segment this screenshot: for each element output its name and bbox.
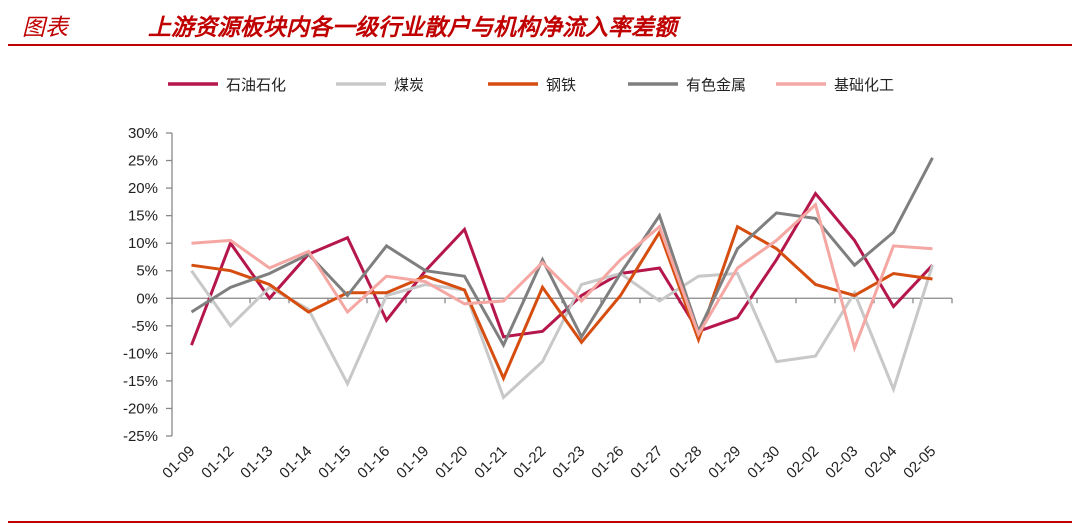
- y-tick-label: 20%: [128, 180, 158, 197]
- x-tick-label: 01-22: [510, 443, 549, 482]
- series-line-5: [191, 201, 933, 353]
- figure-title: 上游资源板块内各一级行业散户与机构净流入率差额: [148, 14, 677, 41]
- x-tick-label: 01-29: [705, 443, 744, 482]
- y-tick-label: 15%: [128, 208, 158, 225]
- x-tick-label: 01-09: [159, 443, 198, 482]
- y-tick-label: -10%: [123, 345, 158, 362]
- figure-label: 图表: [22, 15, 68, 41]
- series-line-2: [190, 264, 934, 401]
- y-tick-label: 30%: [128, 125, 158, 142]
- y-tick-label: 0%: [136, 290, 158, 307]
- legend-label-3: 钢铁: [546, 76, 576, 94]
- y-tick-label: 10%: [128, 235, 158, 252]
- x-tick-label: 01-14: [276, 443, 315, 482]
- y-tick-label: -20%: [123, 400, 158, 417]
- x-tick-label: 01-12: [198, 443, 237, 482]
- x-tick-label: 02-02: [783, 443, 822, 482]
- header-rule: [8, 44, 1072, 46]
- legend-label-5: 基础化工: [834, 76, 894, 94]
- x-tick-label: 01-23: [549, 443, 588, 482]
- x-tick-label: 01-26: [588, 443, 627, 482]
- x-tick-label: 01-27: [627, 443, 666, 482]
- x-tick-label: 02-03: [822, 443, 861, 482]
- x-tick-label: 02-05: [900, 443, 939, 482]
- x-tick-label: 01-13: [237, 443, 276, 482]
- series-line-3: [191, 224, 933, 382]
- x-tick-label: 01-20: [432, 443, 471, 482]
- y-tick-label: -15%: [123, 373, 158, 390]
- y-tick-label: 5%: [136, 263, 158, 280]
- legend-label-4: 有色金属: [686, 76, 746, 94]
- y-tick-label: 25%: [128, 153, 158, 170]
- x-tick-label: 01-28: [666, 443, 705, 482]
- x-tick-label: 01-30: [744, 443, 783, 482]
- header: 图表 上游资源板块内各一级行业散户与机构净流入率差额: [0, 0, 1080, 44]
- x-tick-label: 01-19: [393, 443, 432, 482]
- footer-rule: [8, 521, 1072, 523]
- x-tick-label: 01-21: [471, 443, 510, 482]
- x-tick-label: 02-04: [861, 443, 900, 482]
- x-tick-label: 01-16: [354, 443, 393, 482]
- legend-label-2: 煤炭: [394, 76, 424, 94]
- x-tick-label: 01-15: [315, 443, 354, 482]
- y-tick-label: -25%: [123, 428, 158, 445]
- y-tick-label: -5%: [131, 318, 158, 335]
- legend-label-1: 石油石化: [226, 76, 286, 94]
